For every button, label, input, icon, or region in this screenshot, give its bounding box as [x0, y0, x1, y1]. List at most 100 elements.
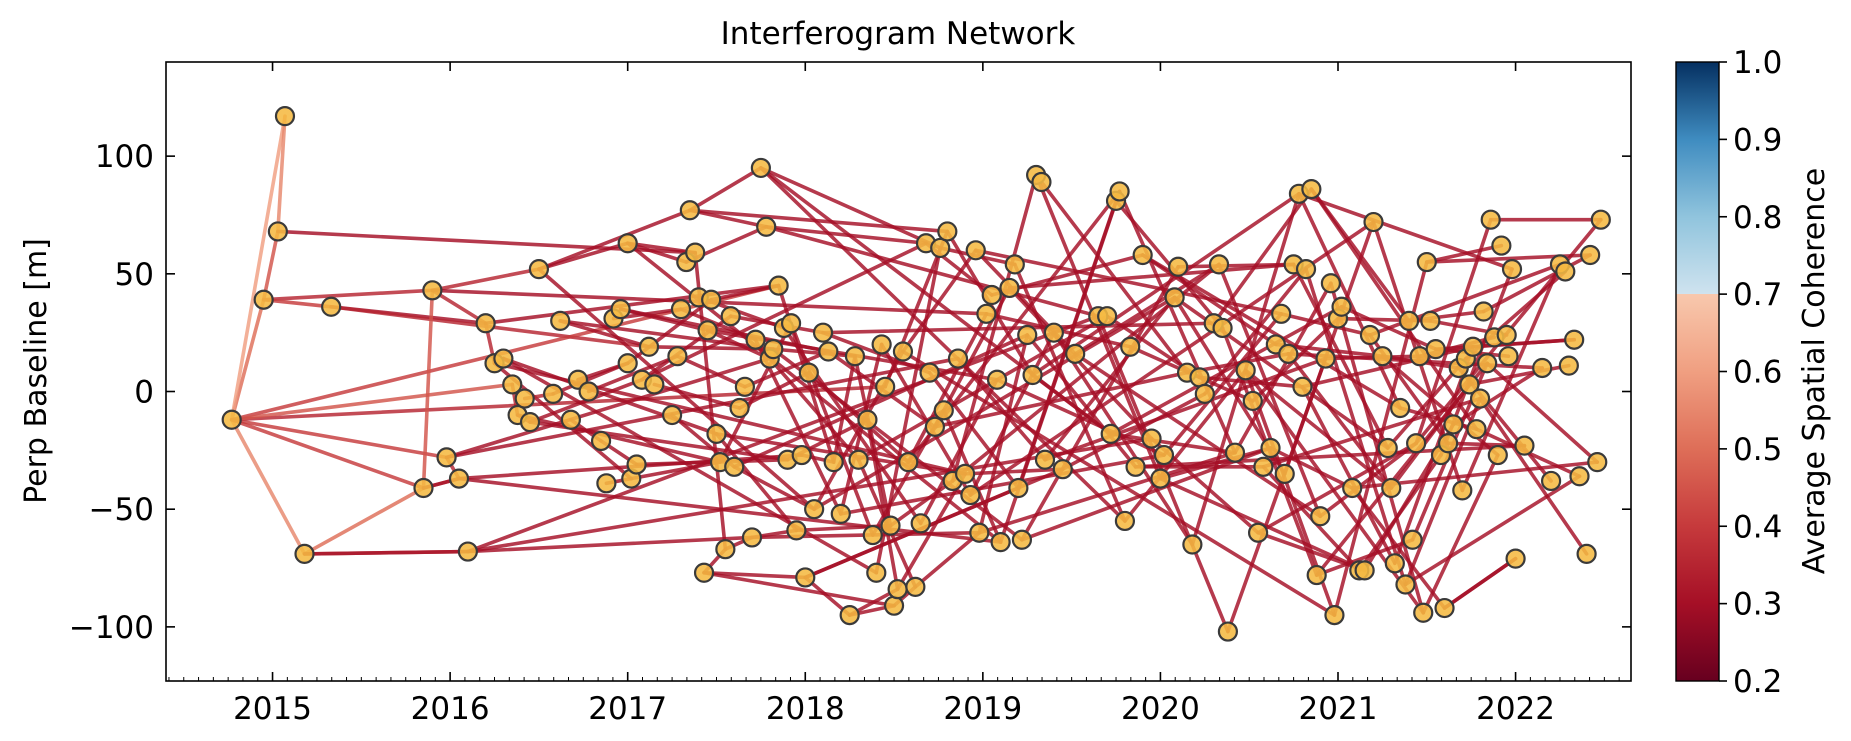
acquisition-node [910, 513, 931, 534]
acquisition-node [1564, 329, 1585, 350]
interferogram-edge [430, 267, 541, 293]
interferogram-edge [430, 288, 488, 326]
acquisition-node [1031, 171, 1052, 193]
acquisition-node [862, 524, 883, 546]
acquisition-node [1194, 383, 1215, 404]
interferogram-edge [767, 356, 861, 462]
acquisition-node [848, 449, 869, 470]
acquisition-node [1459, 374, 1480, 395]
acquisition-node [1398, 310, 1420, 331]
acquisition-node [1359, 324, 1381, 346]
acquisition-node [1315, 348, 1336, 369]
acquisition-node [986, 369, 1008, 390]
acquisition-node [493, 348, 514, 369]
chart-title: Interferogram Network [721, 16, 1076, 52]
acquisition-node [706, 423, 727, 444]
acquisition-node [667, 346, 688, 367]
x-tick-label: 2016 [411, 691, 490, 727]
interferogram-edge [629, 460, 722, 481]
interferogram-edge [856, 314, 1109, 462]
interferogram-edge [1478, 396, 1589, 556]
acquisition-node [1377, 437, 1398, 459]
acquisition-node [750, 157, 771, 179]
acquisition-node [1587, 452, 1608, 473]
interferogram-edge [229, 382, 515, 422]
x-tick-label: 2015 [233, 691, 312, 727]
acquisition-node [1514, 435, 1535, 456]
interferogram-edge [1350, 486, 1447, 610]
acquisition-node [617, 353, 638, 374]
interferogram-edge [977, 450, 1237, 535]
interferogram-edge [1300, 384, 1397, 566]
acquisition-node [1505, 548, 1526, 569]
interferogram-edge [901, 349, 1337, 617]
interferogram-edge [229, 114, 287, 422]
acquisition-node [1168, 256, 1189, 277]
acquisition-node [830, 503, 851, 524]
x-tick-label: 2017 [588, 691, 667, 727]
acquisition-node [550, 310, 571, 331]
acquisition-node [502, 374, 523, 395]
acquisition-node [1420, 310, 1441, 331]
acquisition-node [1452, 480, 1473, 501]
acquisition-node [1132, 244, 1153, 266]
acquisition-node [1469, 388, 1491, 409]
interferogram-edge [1261, 396, 1482, 469]
acquisition-node [457, 541, 478, 562]
acquisition-node [1462, 336, 1484, 357]
interferogram-edge [933, 370, 1189, 429]
acquisition-node [1022, 364, 1043, 386]
interferogram-edge [1211, 187, 1314, 326]
acquisition-node [1501, 259, 1523, 280]
acquisition-node [267, 221, 288, 242]
acquisition-node [1292, 376, 1313, 397]
acquisition-node [930, 237, 951, 259]
acquisition-node [892, 341, 914, 362]
interferogram-edge [764, 224, 928, 246]
interferogram-edge [1243, 368, 1394, 490]
interferogram-edge [302, 549, 470, 556]
acquisition-node [1558, 355, 1579, 376]
acquisition-node [321, 296, 342, 317]
interferogram-edge [457, 476, 1003, 544]
acquisition-node [954, 463, 976, 484]
acquisition-node [1043, 322, 1064, 343]
acquisition-node [1466, 419, 1487, 440]
acquisition-node [1034, 449, 1056, 470]
interferogram-edge [1133, 443, 1527, 469]
interferogram-edge [1233, 281, 1333, 455]
acquisition-node [780, 313, 802, 334]
acquisition-node [543, 383, 564, 404]
interferogram-edge [771, 347, 857, 359]
acquisition-node [798, 362, 819, 383]
interferogram-edge [1140, 253, 1402, 410]
acquisition-node [1247, 522, 1269, 543]
interferogram-edge [466, 535, 754, 554]
acquisition-node [448, 468, 470, 489]
acquisition-node [795, 567, 816, 588]
interferogram-edge [229, 417, 426, 490]
acquisition-node [679, 200, 700, 221]
acquisition-node [1301, 178, 1322, 200]
acquisition-node [976, 303, 997, 324]
colorbar-tick-label: 0.3 [1733, 587, 1782, 623]
interferogram-edge [483, 283, 781, 326]
interferogram-edge [812, 295, 1177, 511]
acquisition-node [839, 604, 860, 626]
interferogram-edge [789, 321, 875, 537]
acquisition-node [823, 452, 844, 473]
acquisition-node [1425, 339, 1446, 360]
interferogram-edge [732, 333, 1030, 469]
acquisition-node [1271, 303, 1292, 324]
acquisition-node [685, 242, 706, 263]
interferogram-edge [901, 248, 978, 354]
interferogram-edge [906, 312, 989, 464]
acquisition-node [560, 409, 581, 430]
acquisition-node [887, 579, 908, 600]
interferogram-edge [1268, 446, 1355, 490]
interferogram-edge [1309, 187, 1479, 431]
interferogram-edge [764, 224, 1101, 318]
x-tick-label: 2021 [1299, 691, 1378, 727]
acquisition-node [519, 412, 541, 433]
acquisition-node [763, 339, 784, 360]
